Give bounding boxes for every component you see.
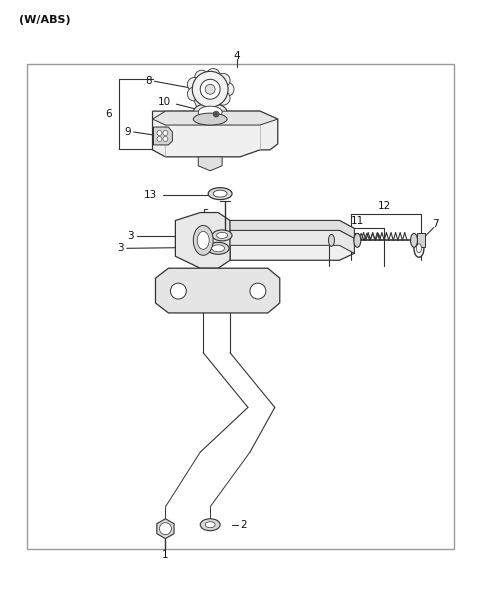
- Ellipse shape: [197, 232, 209, 249]
- Circle shape: [213, 111, 219, 117]
- Polygon shape: [153, 111, 278, 157]
- Circle shape: [170, 283, 186, 299]
- Ellipse shape: [417, 244, 421, 253]
- Polygon shape: [230, 221, 354, 238]
- Text: 10: 10: [158, 97, 171, 107]
- Polygon shape: [154, 127, 172, 145]
- Circle shape: [206, 69, 220, 83]
- Polygon shape: [230, 230, 354, 254]
- Ellipse shape: [213, 190, 227, 197]
- Circle shape: [163, 136, 168, 142]
- Text: (W/ABS): (W/ABS): [19, 15, 71, 25]
- Bar: [27, 64, 454, 548]
- Text: 13: 13: [144, 190, 157, 199]
- Ellipse shape: [200, 519, 220, 531]
- Circle shape: [192, 71, 228, 107]
- Bar: [417, 233, 425, 247]
- Polygon shape: [198, 157, 222, 171]
- Ellipse shape: [205, 522, 215, 528]
- Ellipse shape: [354, 233, 361, 247]
- Ellipse shape: [212, 230, 232, 241]
- Polygon shape: [230, 221, 354, 260]
- Circle shape: [195, 94, 209, 108]
- Text: 2: 2: [240, 520, 247, 530]
- Circle shape: [216, 74, 230, 88]
- Ellipse shape: [193, 226, 213, 255]
- Ellipse shape: [410, 233, 418, 247]
- Ellipse shape: [207, 243, 229, 254]
- Polygon shape: [153, 111, 278, 125]
- Polygon shape: [157, 519, 174, 539]
- Ellipse shape: [216, 232, 228, 238]
- Polygon shape: [156, 268, 280, 313]
- Circle shape: [187, 87, 201, 101]
- Circle shape: [159, 523, 171, 534]
- Text: 6: 6: [106, 109, 112, 119]
- Text: 5: 5: [202, 209, 208, 218]
- Circle shape: [163, 131, 168, 136]
- Text: 7: 7: [432, 219, 439, 229]
- Text: 1: 1: [162, 550, 169, 559]
- Text: 8: 8: [145, 76, 152, 86]
- Ellipse shape: [193, 113, 227, 125]
- Circle shape: [206, 96, 220, 110]
- Circle shape: [200, 79, 220, 99]
- Ellipse shape: [212, 245, 225, 252]
- Text: 3: 3: [118, 243, 124, 254]
- Polygon shape: [175, 213, 230, 268]
- Text: 4: 4: [234, 52, 240, 61]
- Circle shape: [250, 283, 266, 299]
- Circle shape: [216, 91, 230, 105]
- Circle shape: [187, 78, 201, 91]
- Text: 12: 12: [378, 201, 391, 210]
- Circle shape: [157, 131, 162, 136]
- Circle shape: [157, 136, 162, 142]
- Ellipse shape: [198, 106, 222, 118]
- Circle shape: [205, 85, 215, 94]
- Circle shape: [220, 82, 234, 96]
- Circle shape: [195, 71, 209, 84]
- Ellipse shape: [208, 188, 232, 199]
- Text: 3: 3: [127, 232, 134, 241]
- Ellipse shape: [328, 235, 335, 246]
- Text: 11: 11: [351, 216, 364, 227]
- Text: 9: 9: [124, 127, 131, 137]
- Ellipse shape: [193, 103, 227, 121]
- Ellipse shape: [414, 240, 424, 257]
